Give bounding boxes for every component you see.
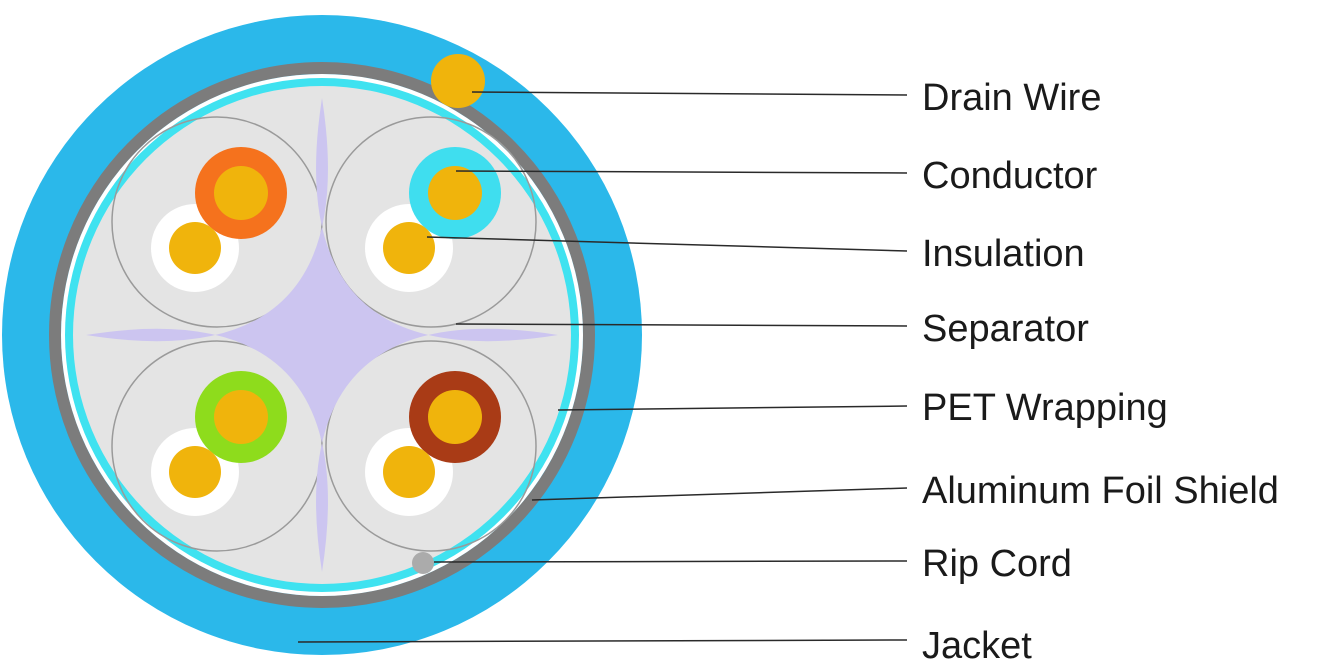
twisted-pair-blue [365, 147, 501, 292]
twisted-pair-orange [151, 147, 287, 292]
leader-line-conductor [455, 170, 908, 174]
conductor-circle [428, 166, 482, 220]
twisted-pair-green [151, 371, 287, 516]
leader-line-aluminum-foil-shield [531, 487, 908, 501]
aluminum-foil-ring [49, 62, 595, 608]
leader-line-insulation [426, 236, 908, 252]
cable-cross-section [2, 15, 642, 655]
conductor-circle [214, 166, 268, 220]
leader-line-separator [455, 323, 908, 327]
leader-lines [297, 91, 908, 643]
conductor-circle [169, 446, 221, 498]
label-separator: Separator [922, 308, 1089, 350]
label-jacket: Jacket [922, 625, 1032, 667]
leader-line-drain-wire [471, 91, 908, 96]
conductor-circle [428, 390, 482, 444]
labels: Drain Wire Conductor Insulation Separato… [922, 77, 1279, 667]
leader-line-rip-cord [433, 560, 908, 563]
pair-circle-bottom-right [325, 340, 537, 552]
label-pet-wrapping: PET Wrapping [922, 387, 1168, 429]
label-rip-cord: Rip Cord [922, 543, 1072, 585]
pair-circle-top-right [325, 116, 537, 328]
separator-cross [86, 98, 558, 572]
label-drain-wire: Drain Wire [922, 77, 1101, 119]
conductor-circle [383, 222, 435, 274]
label-aluminum-foil-shield: Aluminum Foil Shield [922, 470, 1279, 512]
rip-cord-circle [412, 552, 434, 574]
label-insulation: Insulation [922, 233, 1085, 275]
conductor-circle [169, 222, 221, 274]
drain-wire-circle [431, 54, 485, 108]
conductor-circle [383, 446, 435, 498]
twisted-pair-brown [365, 371, 501, 516]
leader-line-pet-wrapping [557, 405, 908, 411]
label-conductor: Conductor [922, 155, 1098, 197]
conductor-circle [214, 390, 268, 444]
leader-line-jacket [297, 639, 908, 643]
